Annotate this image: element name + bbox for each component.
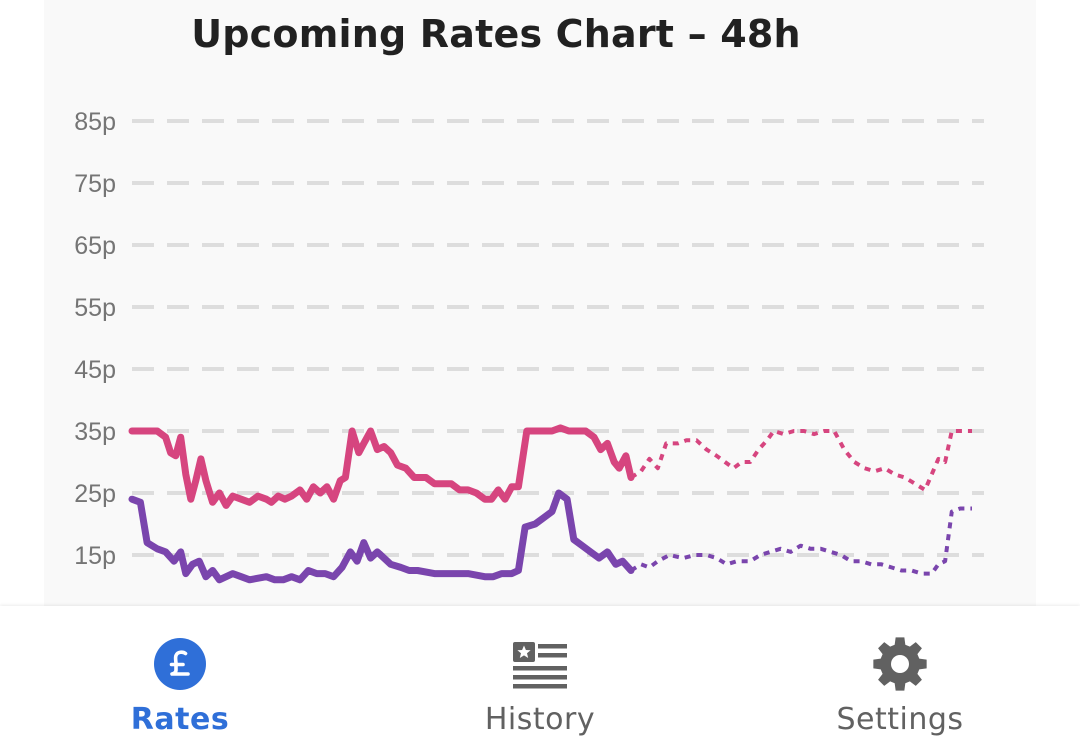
- nav-label-rates: Rates: [130, 702, 230, 737]
- rates-chart-card: 85p 75p 65p 55p 45p 35p 25p 15p 5p: [44, 0, 1036, 606]
- nav-item-rates[interactable]: Rates: [0, 606, 360, 750]
- history-list-icon: [513, 642, 567, 689]
- y-tick-label: 25p: [74, 480, 116, 508]
- nav-item-history[interactable]: History: [360, 606, 720, 750]
- y-tick-label: 45p: [74, 356, 116, 384]
- y-tick-label: 75p: [74, 170, 116, 198]
- y-tick-label: 85p: [74, 108, 116, 136]
- y-tick-label: 35p: [74, 418, 116, 446]
- nav-label-history: History: [484, 702, 596, 737]
- series-line-pink: [128, 424, 635, 509]
- y-tick-label: 15p: [74, 542, 116, 570]
- pound-circle-icon: [154, 638, 206, 690]
- nav-label-settings: Settings: [836, 702, 964, 737]
- bottom-navigation: Rates History Settings: [0, 606, 1080, 750]
- rates-chart: 85p 75p 65p 55p 45p 35p 25p 15p 5p: [74, 108, 984, 606]
- gear-icon: [873, 637, 927, 691]
- nav-item-settings[interactable]: Settings: [720, 606, 1080, 750]
- series-line-purple: [128, 489, 635, 584]
- series-line-pink-projection: [629, 429, 972, 492]
- y-tick-label: 65p: [74, 232, 116, 260]
- y-tick-label: 5p: [88, 604, 116, 606]
- chart-title: Upcoming Rates Chart – 48h: [191, 12, 801, 56]
- series-line-purple-projection: [629, 506, 972, 576]
- y-tick-label: 55p: [74, 294, 116, 322]
